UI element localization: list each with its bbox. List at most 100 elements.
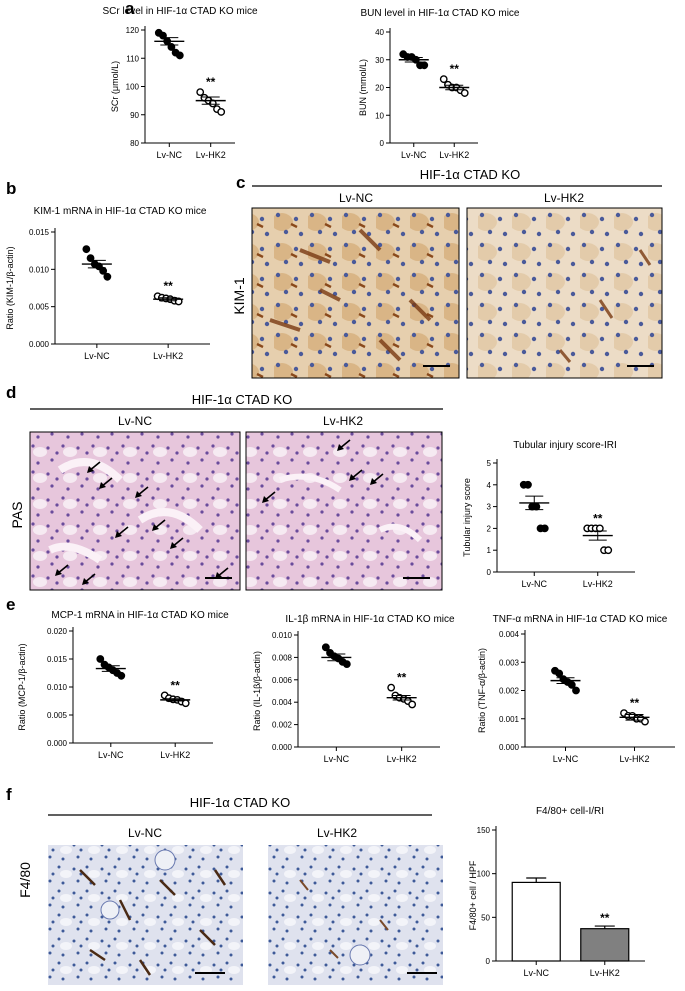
- chart-e1-y-label: Ratio (MCP-1/β-actin): [17, 643, 27, 730]
- chart-e2-y-tick-label: 0.004: [272, 698, 293, 707]
- chart-d-point: [595, 524, 604, 533]
- chart-e2-point: [387, 683, 396, 692]
- chart-e2-y-tick-label: 0.008: [272, 653, 293, 662]
- black-arrow-icon-head: [87, 466, 94, 473]
- chart-f-y-tick-label: 50: [481, 913, 490, 922]
- black-arrow-icon-head: [82, 578, 89, 585]
- chart-f-y-tick-label: 100: [477, 870, 491, 879]
- micrograph-kim1-lv-nc: [251, 207, 460, 379]
- chart-b-x-tick-label: Lv-NC: [84, 351, 110, 361]
- chart-e3-point: [641, 717, 649, 726]
- chart-a2-significance: **: [450, 62, 460, 76]
- panel-c-label-lv-nc: Lv-NC: [339, 191, 373, 205]
- chart-a2-y-label: BUN (mmol/L): [358, 59, 368, 116]
- chart-b-title: KIM-1 mRNA in HIF-1α CTAD KO mice: [34, 206, 207, 217]
- pas-arrows: [55, 439, 384, 585]
- panel-label-f: f: [6, 785, 12, 804]
- panel-f-micrographs: HIF-1α CTAD KO Lv-NC Lv-HK2 F4/80: [17, 795, 443, 985]
- chart-a2-x-tick-label: Lv-HK2: [439, 150, 469, 160]
- chart-e2: IL-1β mRNA in HIF-1α CTAD KO mice 0.000 0.…: [252, 614, 455, 764]
- panel-c-group-header: HIF-1α CTAD KO: [420, 167, 520, 182]
- chart-a1-significance: **: [206, 75, 216, 89]
- chart-a2-y-tick-label: 40: [375, 28, 384, 37]
- panel-f-group-header: HIF-1α CTAD KO: [190, 795, 290, 810]
- chart-e1: MCP-1 mRNA in HIF-1α CTAD KO mice 0.000 0.…: [17, 610, 229, 760]
- chart-a2-y-tick-label: 20: [375, 84, 384, 93]
- chart-d-point: [524, 480, 532, 489]
- chart-b-y-tick-label: 0.005: [29, 303, 50, 312]
- micrograph-f480-lv-hk2: [268, 845, 443, 985]
- chart-b-y-tick-label: 0.010: [29, 265, 50, 274]
- chart-e2-y-tick-label: 0.002: [272, 721, 293, 730]
- chart-e3-y-tick-label: 0.004: [499, 630, 520, 639]
- chart-e2-x-tick-label: Lv-HK2: [387, 754, 417, 764]
- chart-f-y-tick-label: 150: [477, 826, 491, 835]
- chart-e1-y-tick-label: 0.015: [47, 655, 68, 664]
- chart-a2-point: [420, 61, 429, 70]
- chart-a1-y-tick-label: 110: [126, 54, 139, 63]
- chart-a2: BUN level in HIF-1α CTAD KO mice 0 10 20 30 4…: [358, 8, 520, 160]
- chart-e3-y-tick-label: 0.002: [499, 687, 520, 696]
- black-arrow-icon-head: [262, 496, 269, 503]
- chart-f-bar: [580, 928, 630, 962]
- chart-a1-title: SCr level in HIF-1α CTAD KO mice: [102, 6, 258, 17]
- chart-a1-point: [217, 108, 226, 116]
- chart-e2-point: [408, 700, 417, 709]
- chart-e1-title: MCP-1 mRNA in HIF-1α CTAD KO mice: [51, 610, 229, 621]
- chart-b-y-label: Ratio (KIM-1/β-actin): [5, 246, 15, 329]
- chart-e3: TNF-α mRNA in HIF-1α CTAD KO mice 0.000 0.…: [477, 614, 675, 764]
- chart-e1-y-tick-label: 0.020: [47, 627, 68, 636]
- chart-e3-point: [567, 680, 576, 689]
- black-arrow-icon-head: [215, 572, 222, 579]
- panel-label-c: c: [236, 173, 245, 192]
- chart-e3-significance: **: [630, 696, 640, 710]
- chart-d-y-tick-label: 1: [487, 546, 492, 555]
- chart-d-title: Tubular injury score-IRI: [513, 440, 617, 451]
- chart-e2-y-tick-label: 0.000: [272, 743, 293, 752]
- chart-b-y-tick-label: 0.015: [29, 228, 50, 237]
- chart-d-x-tick-label: Lv-HK2: [583, 579, 613, 589]
- chart-d-y-label: Tubular injury score: [462, 478, 472, 557]
- black-arrow-icon-head: [349, 474, 356, 481]
- chart-e2-significance: **: [397, 671, 407, 685]
- chart-f-x-tick-label: Lv-HK2: [590, 968, 620, 978]
- chart-e3-y-tick-label: 0.000: [499, 743, 520, 752]
- panel-d-micrographs: HIF-1α CTAD KO Lv-NC Lv-HK2 PAS: [9, 392, 443, 591]
- micrograph-kim1-lv-hk2: [466, 207, 663, 379]
- chart-a1-y-label: SCr (μmol/L): [110, 61, 120, 112]
- chart-a2-point: [460, 89, 469, 97]
- black-arrow-icon-head: [370, 478, 377, 485]
- panel-f-label-lv-hk2: Lv-HK2: [317, 826, 357, 840]
- chart-a2-point: [439, 75, 448, 84]
- chart-a1-x-tick-label: Lv-NC: [157, 150, 183, 160]
- panel-label-d: d: [6, 383, 16, 402]
- chart-e3-point: [555, 669, 564, 678]
- micrograph-f480-lv-nc: [48, 845, 243, 985]
- black-arrow-icon-head: [170, 542, 177, 549]
- chart-b-point: [86, 254, 95, 263]
- charts-layer: SCr level in HIF-1α CTAD KO mice80901001…: [5, 6, 675, 978]
- chart-d-y-tick-label: 5: [487, 459, 492, 468]
- chart-e3-point: [572, 686, 580, 695]
- chart-e2-y-tick-label: 0.010: [272, 631, 293, 640]
- panel-c-row-label-kim1: KIM-1: [231, 277, 247, 315]
- black-arrow-icon-head: [152, 524, 159, 531]
- black-arrow-icon-head: [115, 531, 122, 538]
- chart-e1-y-tick-label: 0.005: [47, 711, 68, 720]
- panel-label-b: b: [6, 179, 16, 198]
- chart-a1-y-tick-label: 120: [126, 26, 140, 35]
- chart-d-significance: **: [593, 511, 603, 525]
- panel-f-label-lv-nc: Lv-NC: [128, 826, 162, 840]
- chart-f-y-tick-label: 0: [486, 957, 491, 966]
- chart-e2-point: [342, 660, 351, 669]
- chart-d-point: [604, 546, 613, 555]
- panel-d-group-header: HIF-1α CTAD KO: [192, 392, 292, 407]
- panel-f-row-label-f480: F4/80: [17, 862, 33, 898]
- chart-d-y-tick-label: 3: [487, 503, 492, 512]
- chart-a2-title: BUN level in HIF-1α CTAD KO mice: [361, 8, 520, 19]
- chart-a1-point: [196, 88, 205, 97]
- chart-e1-y-tick-label: 0.000: [47, 739, 68, 748]
- chart-e3-x-tick-label: Lv-NC: [553, 754, 579, 764]
- chart-a1-y-tick-label: 90: [130, 111, 139, 120]
